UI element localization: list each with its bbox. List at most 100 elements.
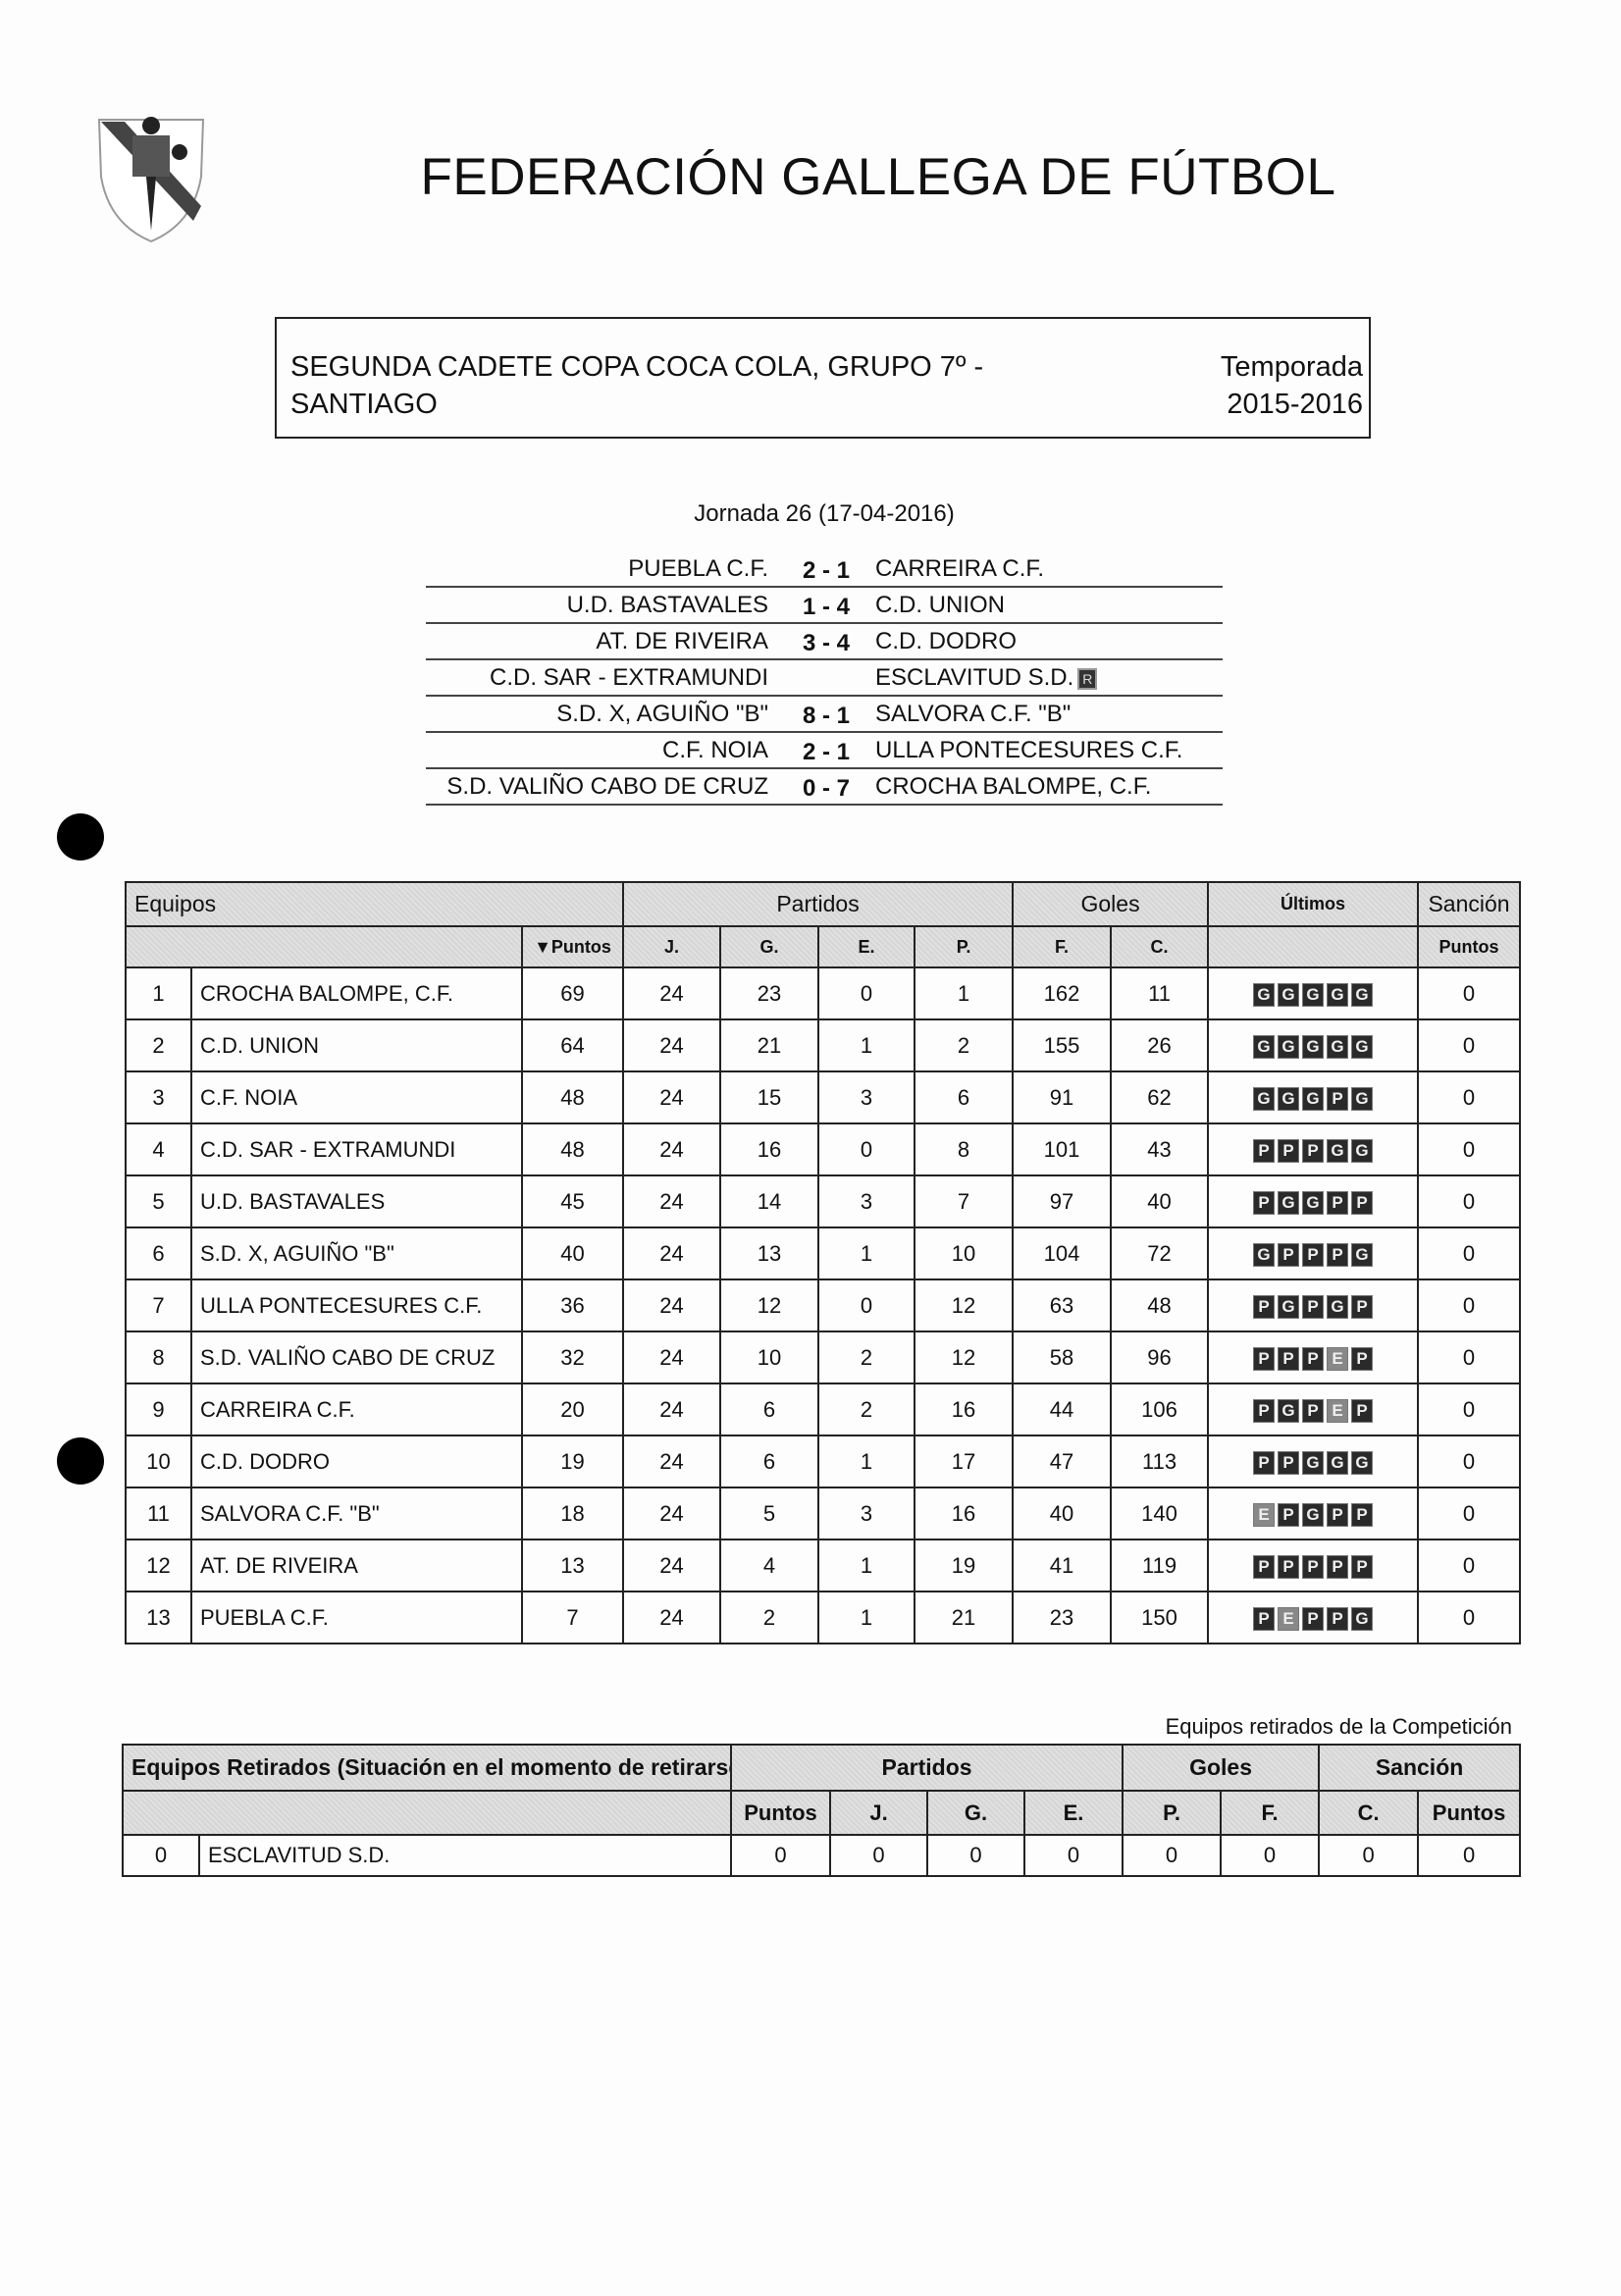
stat-j: 24 (622, 1018, 722, 1072)
position: 9 (125, 1383, 192, 1436)
team-name: C.D. UNION (190, 1018, 523, 1072)
retired-caption: Equipos retirados de la Competición (1165, 1714, 1512, 1739)
home-team: U.D. BASTAVALES (566, 592, 768, 618)
position: 13 (125, 1591, 192, 1644)
page-title: FEDERACIÓN GALLEGA DE FÚTBOL (420, 148, 1336, 206)
home-team: S.D. X, AGUIÑO "B" (556, 701, 768, 727)
stat-g: 15 (719, 1070, 820, 1124)
stat-pts: 13 (520, 1539, 625, 1592)
result-g-badge: G (1351, 1606, 1374, 1631)
result-p-badge: P (1351, 1294, 1374, 1319)
position: 6 (125, 1226, 192, 1280)
stat-j: 24 (622, 1591, 722, 1644)
stat-p: 16 (914, 1383, 1015, 1436)
stat-g: 6 (719, 1383, 820, 1436)
sanction-points: 0 (1417, 1278, 1522, 1332)
stat-g: 10 (719, 1331, 820, 1384)
season-value: 2015-2016 (1227, 389, 1363, 420)
result-p-badge: P (1278, 1554, 1300, 1579)
retired-header-sanction-points: Puntos (1417, 1790, 1522, 1836)
position: 5 (125, 1174, 192, 1228)
result-g-badge: G (1351, 1138, 1374, 1163)
result-p-badge: P (1327, 1502, 1349, 1527)
result-p-badge: P (1351, 1346, 1374, 1371)
stat-f: 44 (1012, 1383, 1113, 1436)
stat-e: 3 (817, 1174, 916, 1228)
stat-p: 17 (914, 1435, 1015, 1488)
away-team: ULLA PONTECESURES C.F. (875, 737, 1183, 763)
match-row: AT. DE RIVEIRA 3 - 4 C.D. DODRO (426, 624, 1223, 660)
stat-g: 2 (719, 1591, 820, 1644)
stat-f: 58 (1012, 1331, 1113, 1384)
stat-e: 0 (817, 966, 916, 1020)
stat-j: 24 (622, 1487, 722, 1540)
results-list: PUEBLA C.F. 2 - 1 CARREIRA C.F. U.D. BASTAV… (426, 551, 1223, 806)
sanction-points: 0 (1417, 1834, 1522, 1877)
result-p-badge: P (1253, 1606, 1276, 1631)
result-p-badge: P (1253, 1450, 1276, 1475)
match-score: 0 - 7 (802, 775, 851, 802)
result-g-badge: G (1327, 1450, 1349, 1475)
home-team: C.F. NOIA (661, 737, 768, 763)
retired-header-lost: P. (1122, 1790, 1223, 1836)
stat-c: 96 (1110, 1331, 1210, 1384)
result-p-badge: P (1253, 1398, 1276, 1423)
result-g-badge: G (1327, 1034, 1349, 1059)
position: 1 (125, 966, 192, 1020)
result-g-badge: G (1351, 1086, 1374, 1111)
team-name: ULLA PONTECESURES C.F. (190, 1278, 523, 1332)
result-g-badge: G (1302, 1086, 1325, 1111)
result-g-badge: G (1351, 1450, 1374, 1475)
match-row: C.F. NOIA 2 - 1 ULLA PONTECESURES C.F. (426, 733, 1223, 769)
result-g-badge: G (1302, 1190, 1325, 1215)
sanction-points: 0 (1417, 1487, 1522, 1540)
stat-j: 24 (622, 1539, 722, 1592)
table-row: 4 C.D. SAR - EXTRAMUNDI 48 24 16 0 8 101 43 P P P G G… (125, 1122, 1522, 1176)
result-p-badge: P (1253, 1294, 1276, 1319)
result-g-badge: G (1278, 1398, 1300, 1423)
result-p-badge: P (1302, 1138, 1325, 1163)
retired-table: Equipos Retirados (Situación en el momen… (121, 1744, 1522, 1877)
stat-pts: 48 (520, 1122, 625, 1176)
sanction-points: 0 (1417, 1070, 1522, 1124)
stat-p: 16 (914, 1487, 1015, 1540)
away-team: CARREIRA C.F. (875, 555, 1045, 582)
match-row: PUEBLA C.F. 2 - 1 CARREIRA C.F. (426, 551, 1223, 588)
stat-j: 24 (622, 1435, 722, 1488)
stat-e: 3 (817, 1487, 916, 1540)
stat-g: 23 (719, 966, 820, 1020)
match-score: 2 - 1 (802, 739, 851, 765)
header-points-sort[interactable]: ▼Puntos (520, 925, 625, 968)
stat-p: 0 (1122, 1834, 1223, 1877)
stat-f: 155 (1012, 1018, 1113, 1072)
away-team-cell: ULLA PONTECESURES C.F. (875, 737, 1182, 764)
match-row: C.D. SAR - EXTRAMUNDI ESCLAVITUD S.D. R (426, 660, 1223, 697)
team-name: S.D. VALIÑO CABO DE CRUZ (190, 1331, 523, 1384)
result-p-badge: P (1302, 1242, 1325, 1267)
table-row: 13 PUEBLA C.F. 7 24 2 1 21 23 150 P E P P G 0 (125, 1591, 1522, 1644)
result-g-badge: G (1253, 982, 1276, 1007)
sanction-points: 0 (1417, 966, 1522, 1020)
match-score: 1 - 4 (802, 594, 851, 620)
table-row: 2 C.D. UNION 64 24 21 1 2 155 26 G G G G G 0 (125, 1018, 1522, 1072)
result-g-badge: G (1302, 982, 1325, 1007)
stat-p: 12 (914, 1331, 1015, 1384)
stat-p: 6 (914, 1070, 1015, 1124)
away-team-cell: C.D. DODRO (875, 628, 1017, 655)
header-teams: Equipos (124, 881, 625, 927)
punch-hole (57, 813, 104, 861)
stat-p: 19 (914, 1539, 1015, 1592)
team-name: PUEBLA C.F. (190, 1591, 523, 1644)
stat-j: 24 (622, 1174, 722, 1228)
stat-e: 1 (817, 1435, 916, 1488)
table-row: 7 ULLA PONTECESURES C.F. 36 24 12 0 12 63 48 P G P G… (125, 1278, 1522, 1332)
away-team: C.D. UNION (875, 592, 1005, 618)
stat-e: 1 (817, 1018, 916, 1072)
position: 3 (125, 1070, 192, 1124)
result-p-badge: P (1327, 1554, 1349, 1579)
